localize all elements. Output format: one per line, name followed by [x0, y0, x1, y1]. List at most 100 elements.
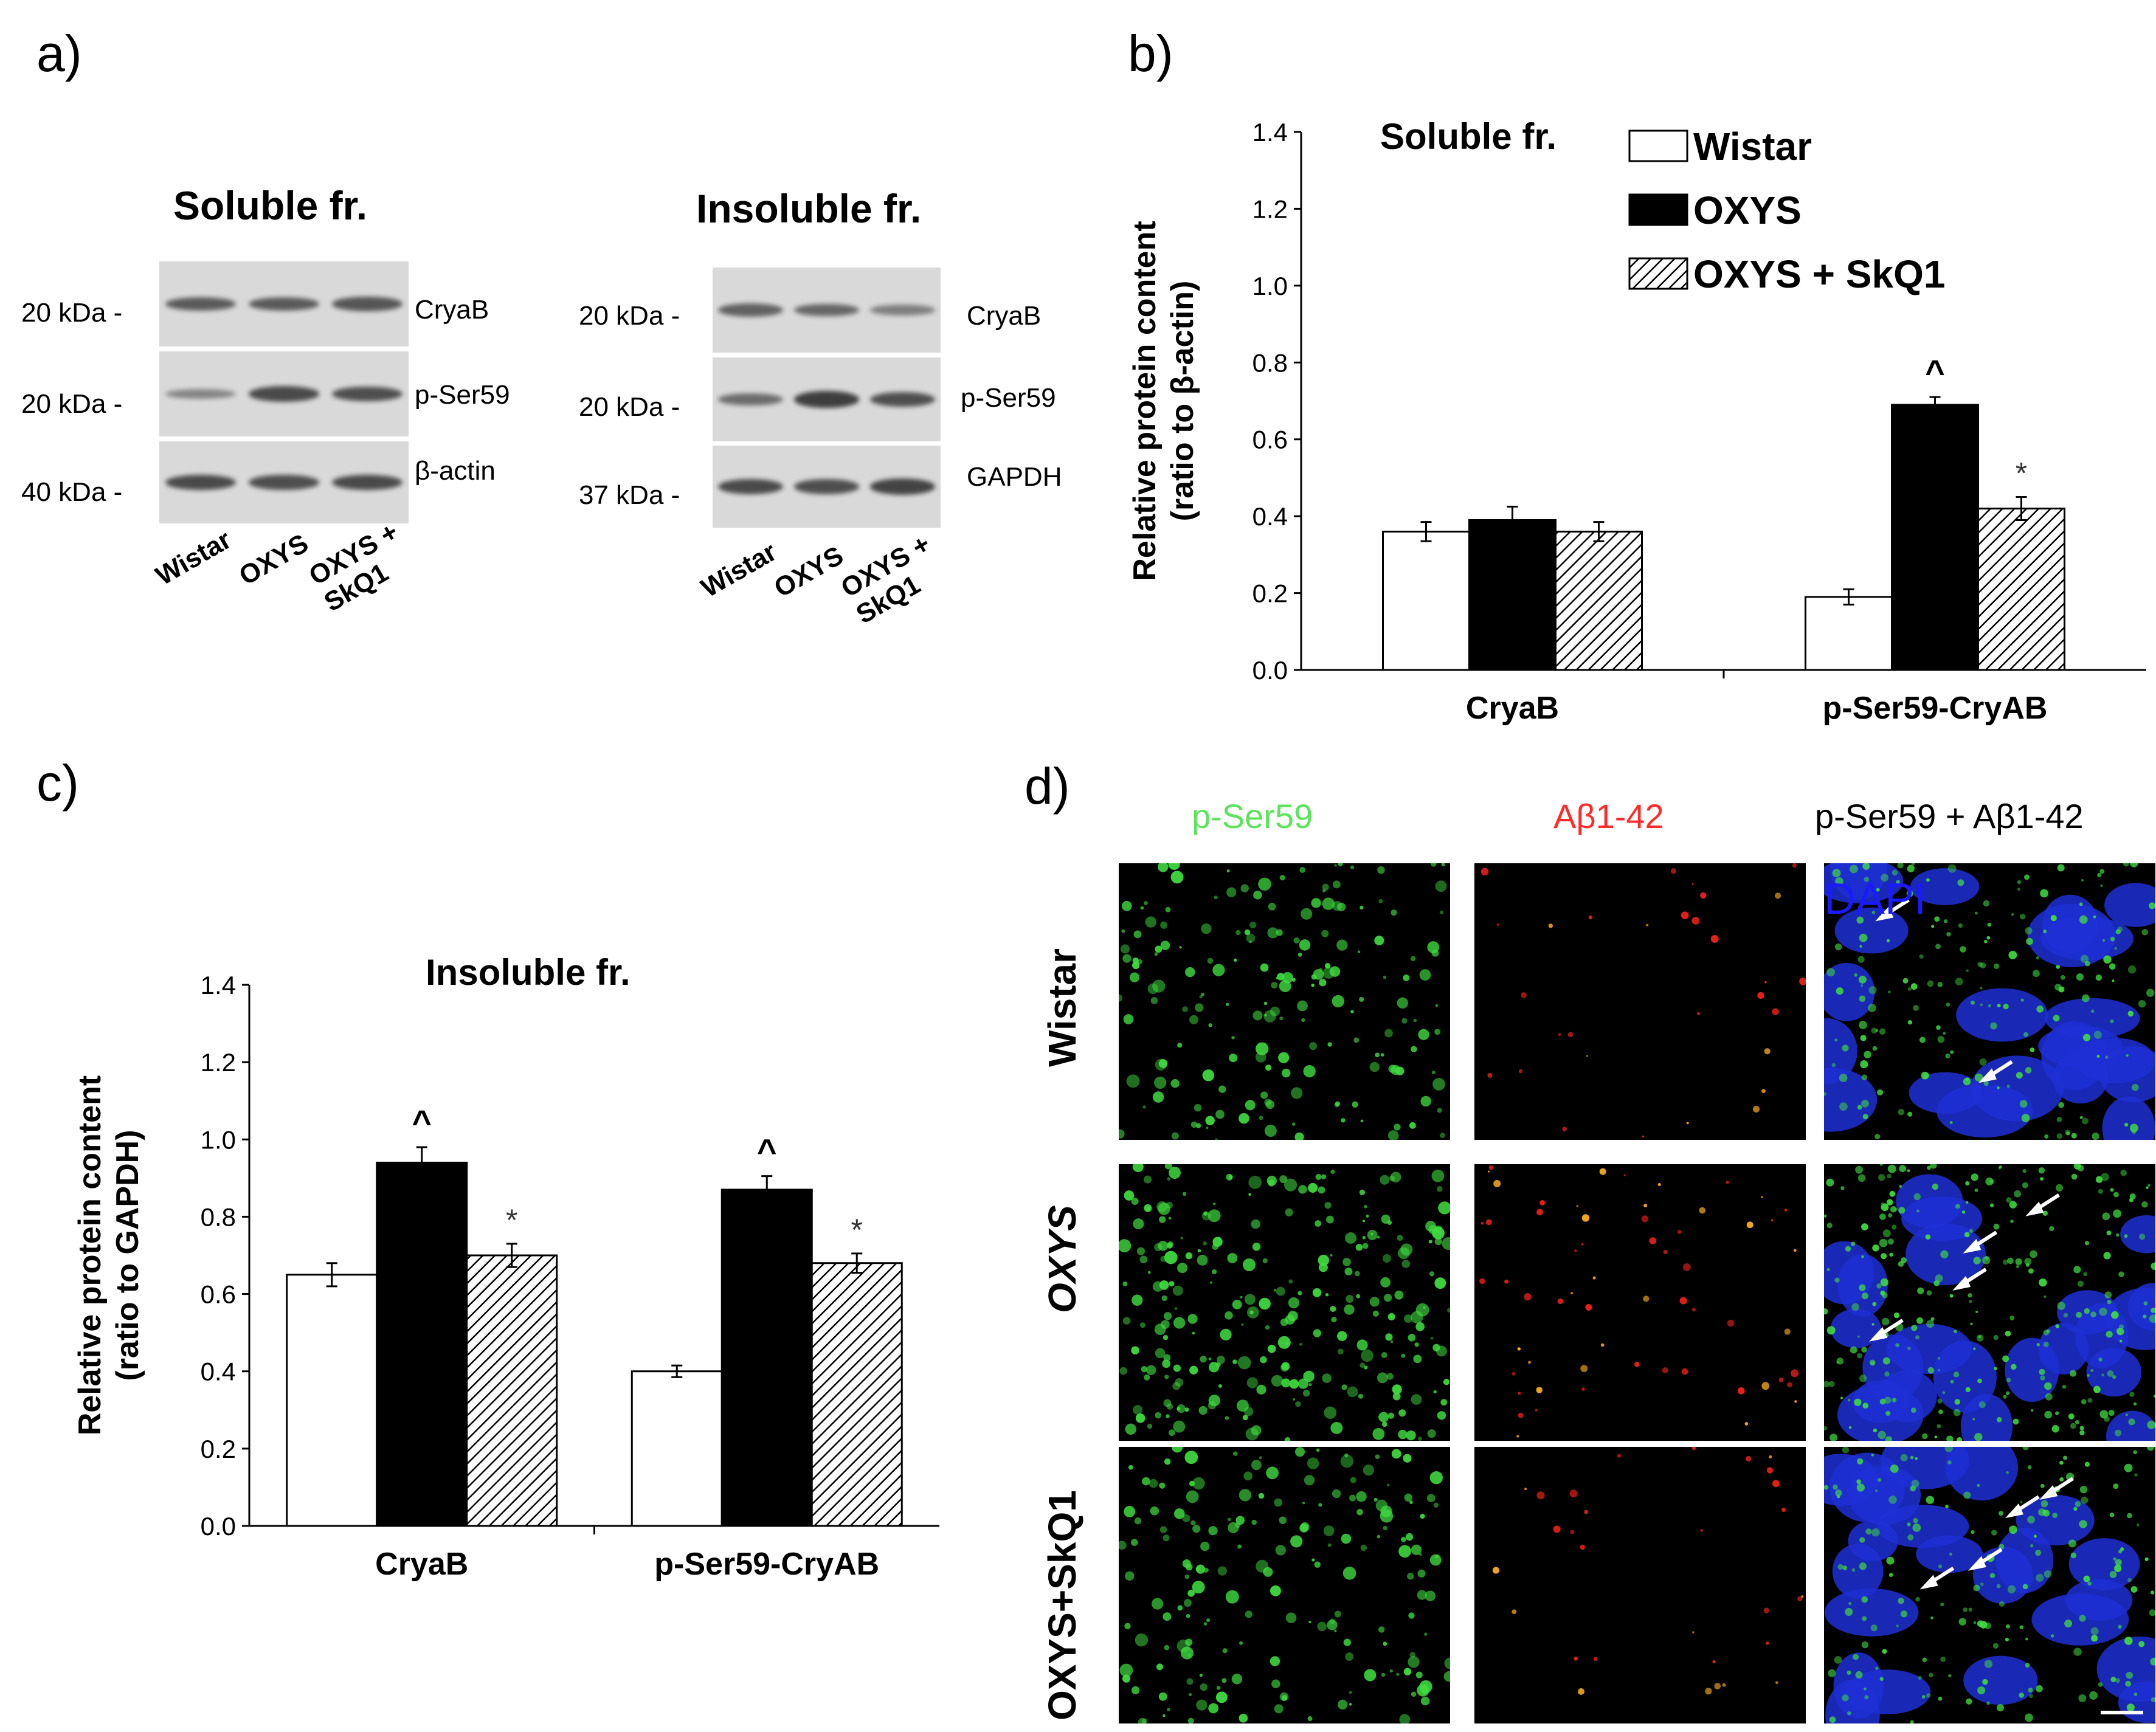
bar [1891, 404, 1979, 671]
green-signal [2030, 1250, 2037, 1258]
green-signal [1271, 1375, 1283, 1387]
green-signal [1938, 1696, 1943, 1701]
green-signal [2071, 1133, 2077, 1139]
green-signal [2125, 1680, 2132, 1687]
green-signal [1313, 1329, 1321, 1337]
red-signal [1574, 1249, 1577, 1252]
red-signal [1521, 992, 1527, 998]
green-signal [1897, 863, 1904, 869]
green-signal [1879, 1213, 1886, 1220]
green-signal [1139, 1255, 1148, 1264]
green-signal [1973, 1257, 1981, 1264]
green-signal [1349, 1494, 1356, 1502]
green-signal [1182, 1192, 1187, 1196]
y-axis-label: (ratio to GAPDH) [110, 1130, 145, 1381]
green-signal [2013, 1418, 2019, 1425]
nucleus [2106, 1288, 2155, 1350]
green-signal [2092, 1133, 2099, 1140]
red-signal [1586, 1055, 1589, 1057]
green-signal [1279, 875, 1285, 881]
green-signal [1229, 1054, 1238, 1063]
green-signal [1162, 1359, 1171, 1368]
green-signal [1299, 1342, 1303, 1346]
nucleus [1825, 1680, 1880, 1723]
red-signal [1649, 1237, 1657, 1244]
green-signal [1326, 1215, 1334, 1224]
green-signal [1321, 1174, 1327, 1179]
y-tick-label: 1.0 [201, 1125, 236, 1154]
green-signal [1834, 1277, 1840, 1283]
green-signal [2055, 1411, 2059, 1415]
green-signal [1381, 1214, 1391, 1224]
blot-band [870, 392, 935, 407]
green-signal [1252, 1010, 1263, 1021]
green-signal [1826, 1268, 1830, 1272]
green-signal [1960, 946, 1966, 953]
green-signal [1180, 1646, 1194, 1660]
green-signal [1441, 863, 1445, 867]
green-signal [1161, 1295, 1167, 1302]
green-signal [1126, 1074, 1140, 1088]
red-signal [1594, 1657, 1598, 1661]
micro-image [1119, 863, 1447, 1140]
green-signal [1131, 1346, 1139, 1354]
green-signal [1124, 1623, 1131, 1630]
green-signal [1420, 1095, 1431, 1107]
green-signal [1285, 1612, 1297, 1623]
green-signal [1915, 1335, 1919, 1340]
green-signal [1344, 1453, 1349, 1458]
green-signal [1172, 1285, 1183, 1296]
green-signal [1401, 1353, 1406, 1358]
green-signal [2049, 1226, 2054, 1232]
blot-band [794, 303, 859, 317]
lane-label: OXYS + SkQ1 [304, 516, 404, 618]
blot-band [248, 475, 320, 490]
red-signal [1553, 1525, 1561, 1533]
green-signal [1986, 936, 1991, 940]
green-signal [2070, 1552, 2077, 1559]
micro-merge-oxys [1824, 1164, 2155, 1441]
green-signal [1140, 906, 1144, 910]
red-signal [1646, 923, 1649, 926]
green-signal [2101, 1173, 2109, 1181]
green-signal [1185, 967, 1195, 978]
nucleus [1945, 1447, 2019, 1501]
green-signal [2108, 1409, 2115, 1416]
green-signal [1876, 888, 1880, 892]
red-signal [1585, 1303, 1592, 1311]
green-signal [1926, 1496, 1935, 1504]
green-signal [1299, 867, 1306, 873]
green-signal [2147, 1420, 2155, 1429]
green-signal [1189, 1693, 1192, 1696]
green-signal [1369, 1061, 1380, 1072]
green-signal [2147, 1447, 2155, 1451]
green-signal [1377, 1235, 1380, 1239]
green-signal [1886, 939, 1890, 943]
green-signal [1144, 1374, 1150, 1381]
green-signal [2042, 1509, 2047, 1514]
green-signal [1184, 1574, 1190, 1579]
green-signal [2027, 1465, 2032, 1469]
micro-abeta-wistar [1474, 863, 1806, 1140]
green-signal [1192, 1331, 1195, 1335]
green-signal [2030, 1047, 2035, 1052]
lane-label: OXYS + SkQ1 [836, 528, 936, 630]
green-signal [1910, 983, 1918, 990]
green-signal [1312, 1288, 1322, 1297]
green-signal [2015, 1258, 2022, 1266]
green-signal [1861, 1074, 1868, 1080]
green-signal [1154, 1076, 1167, 1089]
green-signal [2124, 1122, 2129, 1127]
green-signal [1985, 1256, 1989, 1260]
green-signal [2102, 939, 2106, 942]
green-signal [1856, 1353, 1862, 1359]
green-signal [1432, 1227, 1445, 1240]
green-signal [1828, 1669, 1836, 1677]
blot-band [165, 474, 237, 491]
green-signal [1969, 1299, 1972, 1303]
green-signal [1851, 1568, 1856, 1572]
green-signal [1122, 954, 1132, 963]
green-signal [2149, 1609, 2155, 1616]
green-signal [1879, 1028, 1886, 1035]
green-signal [1890, 1465, 1899, 1473]
